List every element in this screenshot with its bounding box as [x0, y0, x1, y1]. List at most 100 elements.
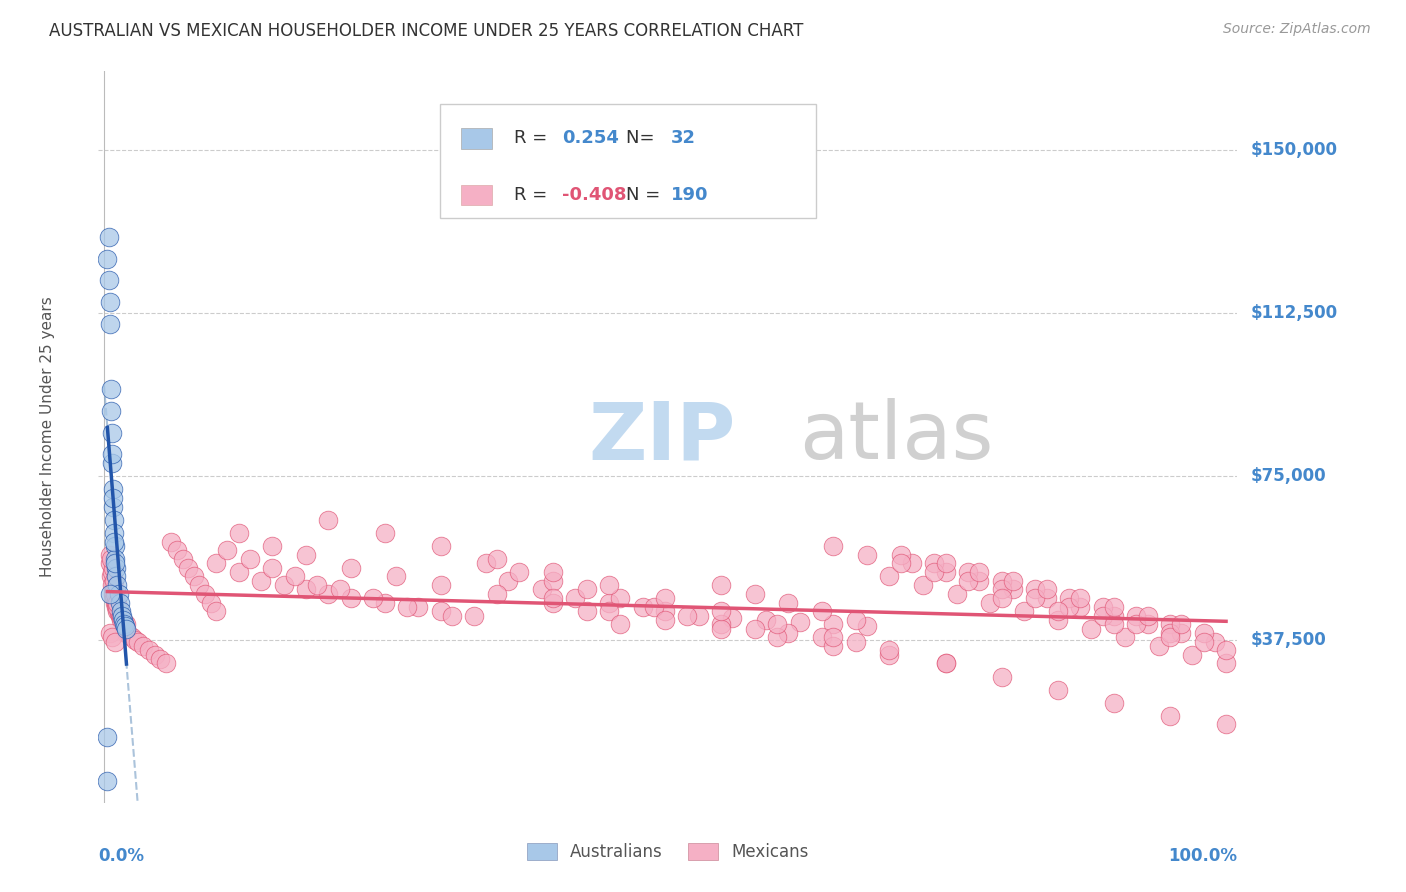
- Point: [1001, 574, 1024, 588]
- Point: [104, 539, 127, 553]
- Point: [990, 574, 1012, 588]
- Point: [115, 622, 138, 636]
- Point: [104, 595, 127, 609]
- Point: [228, 565, 250, 579]
- Point: [101, 631, 124, 645]
- Point: [111, 613, 134, 627]
- Point: [755, 613, 778, 627]
- Point: [429, 578, 451, 592]
- Point: [845, 634, 868, 648]
- Point: [105, 560, 128, 574]
- Text: N=: N=: [626, 129, 659, 147]
- Point: [1114, 631, 1136, 645]
- Point: [329, 582, 352, 597]
- Point: [101, 500, 124, 514]
- Point: [318, 587, 340, 601]
- Point: [100, 552, 122, 566]
- Point: [318, 513, 340, 527]
- Point: [101, 456, 124, 470]
- Point: [935, 657, 957, 671]
- Point: [744, 622, 766, 636]
- Point: [108, 608, 131, 623]
- Point: [901, 557, 924, 571]
- Point: [200, 595, 222, 609]
- Point: [105, 599, 128, 614]
- Point: [1136, 617, 1159, 632]
- Point: [97, 229, 120, 244]
- Point: [1102, 608, 1125, 623]
- Point: [112, 615, 135, 629]
- Point: [856, 548, 879, 562]
- Point: [107, 604, 129, 618]
- Point: [643, 599, 665, 614]
- Point: [98, 626, 121, 640]
- Text: 0.254: 0.254: [562, 129, 619, 147]
- Point: [1091, 599, 1114, 614]
- Point: [384, 569, 406, 583]
- Point: [111, 608, 134, 623]
- Point: [778, 626, 800, 640]
- Point: [879, 569, 901, 583]
- Point: [823, 617, 845, 632]
- Point: [1057, 591, 1080, 606]
- Point: [194, 587, 217, 601]
- Point: [1159, 631, 1181, 645]
- Point: [103, 513, 125, 527]
- Text: $112,500: $112,500: [1251, 304, 1339, 322]
- Point: [845, 613, 868, 627]
- Point: [112, 617, 135, 632]
- Point: [98, 295, 121, 310]
- Point: [1215, 717, 1237, 731]
- Point: [373, 595, 395, 609]
- Point: [104, 557, 127, 571]
- Point: [710, 617, 733, 632]
- Text: N =: N =: [626, 186, 665, 204]
- Point: [1170, 617, 1192, 632]
- Point: [100, 382, 122, 396]
- Point: [1069, 599, 1091, 614]
- Point: [104, 552, 127, 566]
- Point: [107, 587, 129, 601]
- Point: [101, 491, 124, 505]
- Point: [811, 631, 834, 645]
- Text: atlas: atlas: [799, 398, 993, 476]
- Point: [1136, 608, 1159, 623]
- Point: [1080, 622, 1102, 636]
- Point: [100, 569, 122, 583]
- Point: [879, 648, 901, 662]
- Point: [101, 483, 124, 497]
- Point: [127, 634, 149, 648]
- Point: [778, 595, 800, 609]
- Point: [530, 582, 553, 597]
- Point: [110, 608, 132, 623]
- Point: [496, 574, 519, 588]
- Point: [956, 574, 979, 588]
- Point: [96, 774, 118, 789]
- Point: [118, 628, 141, 642]
- Point: [1035, 582, 1057, 597]
- Point: [121, 631, 143, 645]
- Point: [132, 639, 155, 653]
- Point: [172, 552, 194, 566]
- Point: [1125, 608, 1147, 623]
- Point: [541, 565, 564, 579]
- Point: [1102, 696, 1125, 710]
- Point: [654, 604, 676, 618]
- Point: [101, 448, 124, 462]
- Point: [541, 574, 564, 588]
- Point: [789, 615, 811, 629]
- Point: [485, 552, 508, 566]
- Point: [710, 604, 733, 618]
- Point: [98, 548, 121, 562]
- Point: [96, 731, 118, 745]
- Point: [149, 652, 172, 666]
- Point: [124, 632, 146, 647]
- Point: [609, 591, 631, 606]
- Point: [406, 599, 429, 614]
- Point: [295, 582, 318, 597]
- Point: [1192, 634, 1215, 648]
- Point: [1159, 626, 1181, 640]
- Point: [100, 404, 122, 418]
- Point: [239, 552, 262, 566]
- Point: [101, 425, 124, 440]
